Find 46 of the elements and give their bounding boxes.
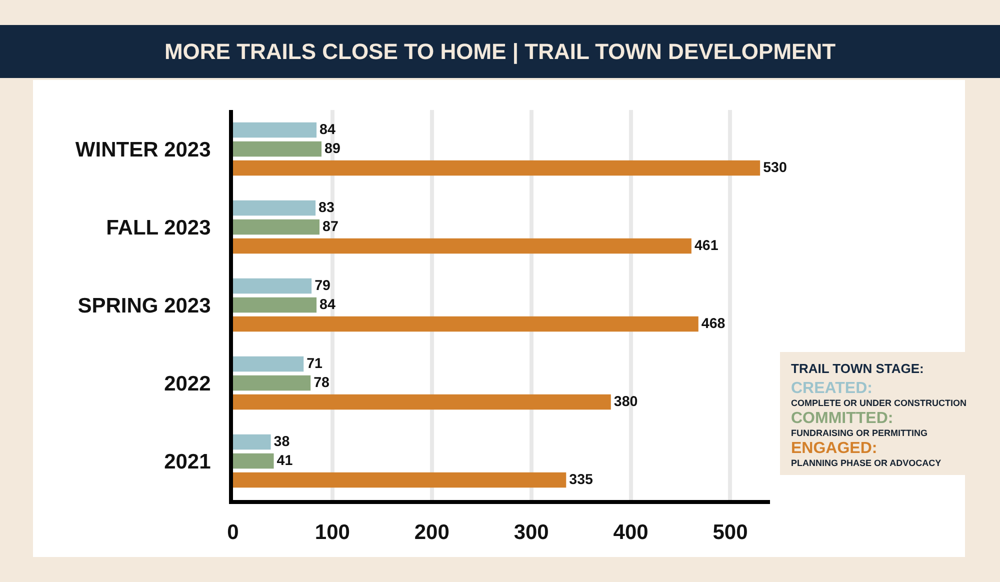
- data-label: 461: [694, 238, 718, 254]
- x-tick-label: 100: [314, 521, 350, 544]
- text: ENGAGED: PLANNING PHASE OR ADVOCACY: [791, 440, 942, 468]
- y-tick-label: WINTER 2023: [75, 138, 211, 162]
- data-label: 84: [320, 122, 336, 138]
- bar: [233, 316, 698, 332]
- bar: [233, 434, 271, 450]
- data-label: 530: [763, 160, 787, 176]
- data-label: 380: [614, 394, 638, 410]
- data-label: 71: [306, 356, 323, 372]
- bar: [233, 375, 311, 391]
- y-tick-label: 2022: [164, 372, 211, 396]
- text: CREATED: COMPLETE OR UNDER CONSTRUCTION: [791, 380, 966, 408]
- data-label: 79: [314, 278, 330, 294]
- x-tick-label: 200: [414, 521, 450, 544]
- legend-title: TRAIL TOWN STAGE:: [791, 361, 924, 376]
- bar: [233, 141, 322, 157]
- text: COMMITTED: FUNDRAISING OR PERMITTING: [791, 410, 928, 438]
- x-tick-label: 500: [712, 521, 748, 544]
- bar: [233, 394, 611, 410]
- data-label: 89: [324, 141, 340, 158]
- data-label: 87: [322, 219, 338, 236]
- bar: [233, 297, 317, 313]
- bar: [233, 278, 312, 294]
- data-label: 84: [320, 297, 336, 314]
- bar: [233, 472, 566, 488]
- bar: [233, 122, 317, 138]
- bar: [233, 356, 304, 372]
- bar: [233, 238, 692, 254]
- x-tick-label: 400: [613, 521, 648, 544]
- x-tick-label: 300: [514, 521, 549, 544]
- data-label: 468: [701, 316, 726, 332]
- data-label: 335: [569, 472, 594, 488]
- data-label: 78: [314, 375, 330, 392]
- bar: [233, 200, 316, 216]
- x-tick-label: 0: [227, 521, 239, 544]
- y-tick-label: 2021: [164, 450, 212, 474]
- bar: [233, 453, 274, 469]
- data-label: 83: [318, 200, 334, 216]
- data-label: 41: [276, 453, 293, 470]
- bar: [233, 219, 320, 235]
- y-tick-label: SPRING 2023: [78, 294, 211, 318]
- chart-title: MORE TRAILS CLOSE TO HOME | TRAIL TOWN DEVELOPMENT: [164, 39, 836, 64]
- y-tick-label: FALL 2023: [106, 216, 211, 240]
- bar: [233, 160, 760, 176]
- data-label: 38: [274, 434, 290, 450]
